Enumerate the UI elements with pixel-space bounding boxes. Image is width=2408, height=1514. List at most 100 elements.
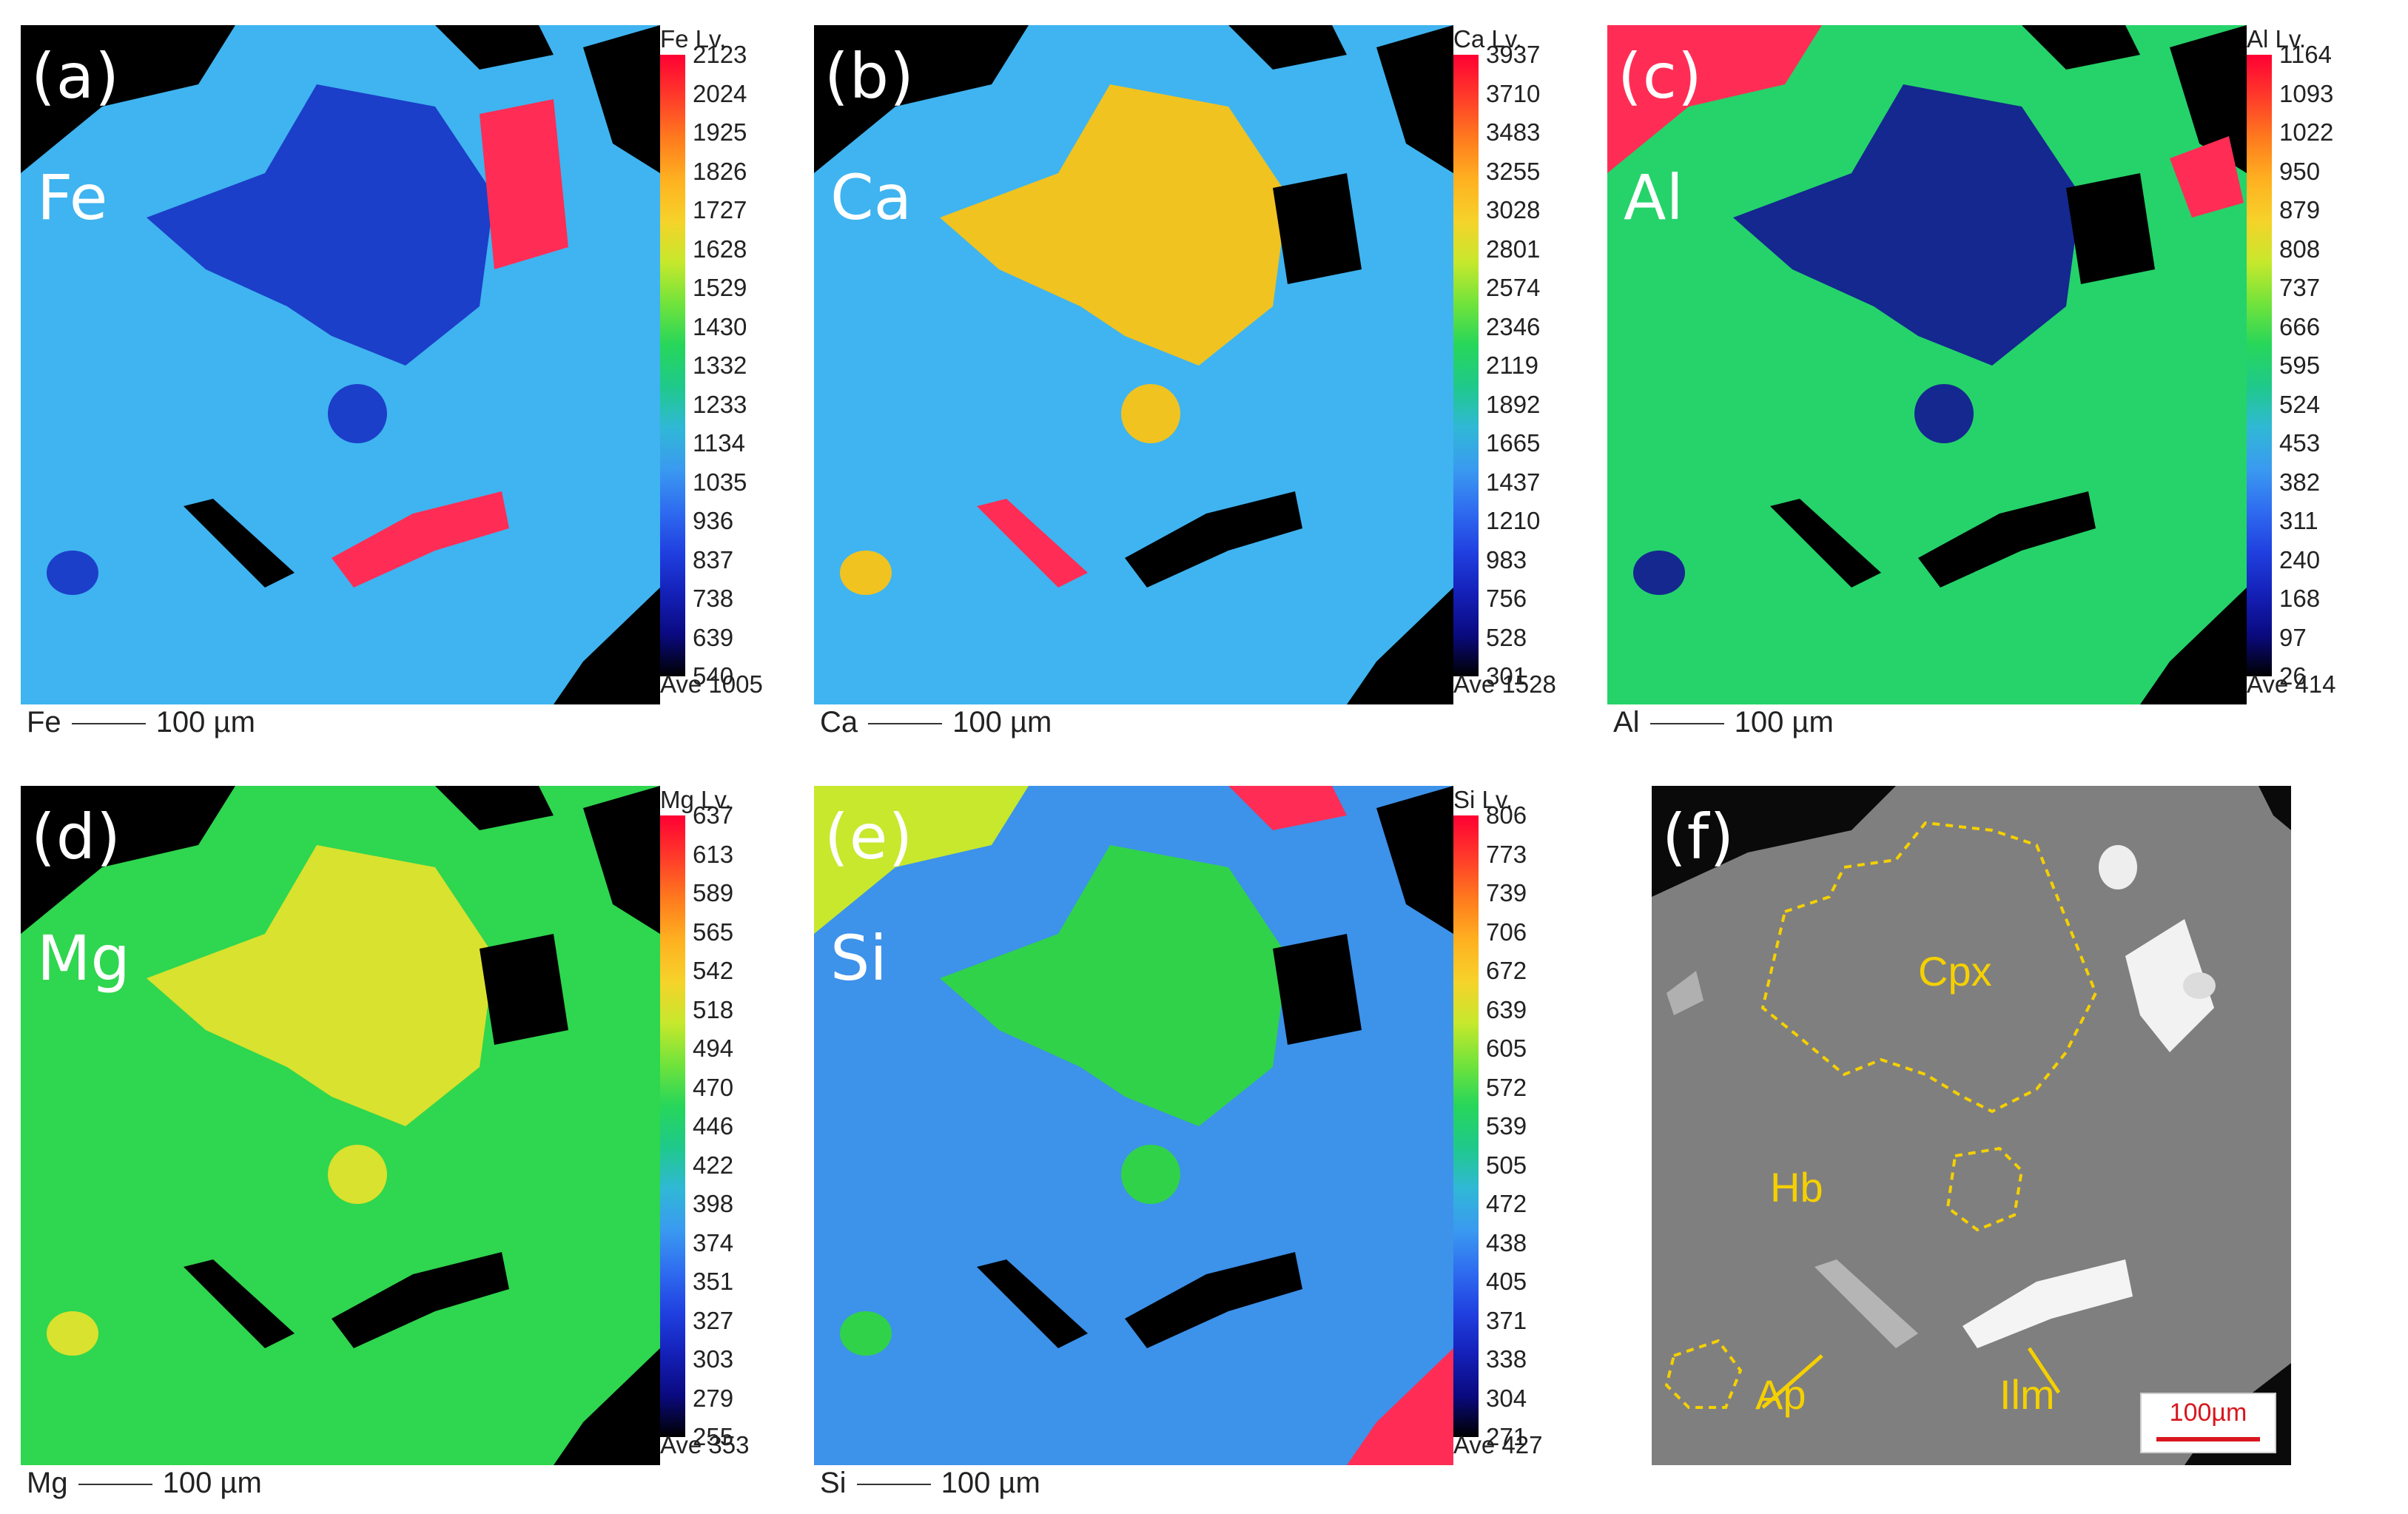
- panel-letter: (c): [1618, 40, 1703, 112]
- colorbar-tick: 879: [2279, 196, 2321, 223]
- scale-text: 100 µm: [952, 706, 1052, 739]
- colorbar-tick: 1430: [693, 312, 747, 340]
- colorbar-gradient: [660, 815, 685, 1437]
- panel-letter: (f): [1662, 801, 1735, 873]
- colorbar-tick: 1332: [693, 351, 747, 379]
- colorbar-tick: 472: [1486, 1190, 1527, 1217]
- colorbar-tick: 806: [1486, 801, 1527, 829]
- colorbar-tick: 26: [2279, 662, 2307, 690]
- colorbar-tick: 1826: [693, 157, 747, 185]
- colorbar-average: Ave 353: [660, 1431, 750, 1459]
- colorbar-tick: 2123: [693, 41, 747, 68]
- colorbar-tick: 2346: [1486, 312, 1541, 340]
- colorbar-tick: 950: [2279, 157, 2321, 185]
- colorbar-tick: 1022: [2279, 118, 2334, 146]
- element-label: Al: [1624, 161, 1684, 234]
- colorbar-tick: 255: [693, 1423, 734, 1450]
- colorbar-tick: 2574: [1486, 274, 1541, 301]
- colorbar-tick: 240: [2279, 545, 2321, 573]
- colorbar-tick: 1665: [1486, 429, 1541, 457]
- colorbar-tick: 338: [1486, 1345, 1527, 1373]
- label-ap: Ap: [1755, 1371, 1806, 1418]
- colorbar-tick: 1093: [2279, 79, 2334, 107]
- scale-line: [1649, 723, 1724, 725]
- colorbar-tick: 1727: [693, 196, 747, 223]
- scale-text: 100 µm: [941, 1467, 1040, 1499]
- colorbar-level-label: Al Lv.: [2247, 25, 2307, 53]
- scale-line: [856, 1484, 931, 1486]
- colorbar-tick: 595: [2279, 351, 2321, 379]
- scale-text: 100 µm: [155, 706, 255, 739]
- element-map-ca: (b) Ca: [814, 25, 1453, 704]
- scale-element: Mg: [27, 1467, 68, 1499]
- colorbar-tick: 540: [693, 662, 734, 690]
- map-fe-graphic: [21, 25, 660, 704]
- colorbar-tick: 3937: [1486, 41, 1541, 68]
- colorbar-tick: 589: [693, 879, 734, 906]
- colorbar-level-label: Si Lv.: [1453, 786, 1513, 813]
- label-hb: Hb: [1770, 1164, 1823, 1211]
- element-label: Si: [830, 922, 887, 995]
- colorbar-tick: 737: [2279, 274, 2321, 301]
- map-mg-graphic: [21, 786, 660, 1465]
- colorbar-tick: 382: [2279, 468, 2321, 496]
- colorbar-tick: 1529: [693, 274, 747, 301]
- colorbar-tick: 572: [1486, 1073, 1527, 1101]
- panel-letter: (d): [31, 801, 121, 873]
- scale-bar: Si 100 µm: [820, 1467, 1040, 1500]
- scale-line: [868, 723, 943, 725]
- bse-scale-bar: 100µm: [2140, 1393, 2276, 1453]
- colorbar-tick: 271: [1486, 1423, 1527, 1450]
- colorbar-tick: 738: [693, 585, 734, 612]
- colorbar-tick: 528: [1486, 623, 1527, 651]
- colorbar-tick: 565: [693, 918, 734, 946]
- scale-bar: Ca 100 µm: [820, 706, 1052, 739]
- colorbar-gradient: [1453, 815, 1479, 1437]
- colorbar-tick: 279: [693, 1384, 734, 1412]
- label-cpx: Cpx: [1918, 948, 1992, 995]
- colorbar-tick: 539: [1486, 1112, 1527, 1140]
- colorbar-tick: 405: [1486, 1268, 1527, 1295]
- scale-line: [71, 723, 146, 725]
- colorbar-tick: 2119: [1486, 351, 1538, 379]
- bse-scale-text: 100µm: [2169, 1399, 2247, 1427]
- colorbar-level-label: Mg Lv.: [660, 786, 732, 813]
- colorbar-tick: 773: [1486, 840, 1527, 868]
- colorbar-tick: 1164: [2279, 41, 2332, 68]
- colorbar-tick: 672: [1486, 957, 1527, 984]
- colorbar-tick: 637: [693, 801, 734, 829]
- colorbar-gradient: [2247, 55, 2272, 676]
- colorbar-tick: 303: [693, 1345, 734, 1373]
- colorbar-gradient: [660, 55, 685, 676]
- colorbar-tick: 1210: [1486, 507, 1541, 534]
- scale-bar: Al 100 µm: [1613, 706, 1834, 739]
- colorbar-tick: 304: [1486, 1384, 1527, 1412]
- scale-text: 100 µm: [1734, 706, 1834, 739]
- colorbar-tick: 666: [2279, 312, 2321, 340]
- scale-element: Ca: [820, 706, 858, 739]
- colorbar-tick: 311: [2279, 507, 2318, 534]
- colorbar-tick: 2024: [693, 79, 747, 107]
- scale-text: 100 µm: [162, 1467, 262, 1499]
- panel-letter: (e): [824, 801, 914, 873]
- colorbar-tick: 808: [2279, 235, 2321, 263]
- bse-scale-line: [2156, 1437, 2260, 1441]
- colorbar-tick: 398: [693, 1190, 734, 1217]
- colorbar-tick: 739: [1486, 879, 1527, 906]
- colorbar-tick: 371: [1486, 1306, 1527, 1334]
- element-label: Ca: [830, 161, 912, 234]
- element-label: Fe: [37, 161, 108, 234]
- colorbar-tick: 1437: [1486, 468, 1541, 496]
- map-al-graphic: [1607, 25, 2247, 704]
- colorbar-tick: 1628: [693, 235, 747, 263]
- colorbar-si: Si Lv. 806 773 739 706 672 639 605 572 539 505 472…: [1453, 786, 1587, 1465]
- colorbar-level-label: Ca Lv.: [1453, 25, 1522, 53]
- colorbar-tick: 983: [1486, 545, 1527, 573]
- panel-letter: (a): [31, 40, 121, 112]
- scale-element: Al: [1613, 706, 1640, 739]
- colorbar-tick: 639: [1486, 995, 1527, 1023]
- scale-element: Fe: [27, 706, 61, 739]
- bse-image: (f) Cpx Hb Ap Ilm 100µm: [1652, 786, 2291, 1465]
- colorbar-tick: 706: [1486, 918, 1527, 946]
- colorbar-tick: 1892: [1486, 390, 1541, 418]
